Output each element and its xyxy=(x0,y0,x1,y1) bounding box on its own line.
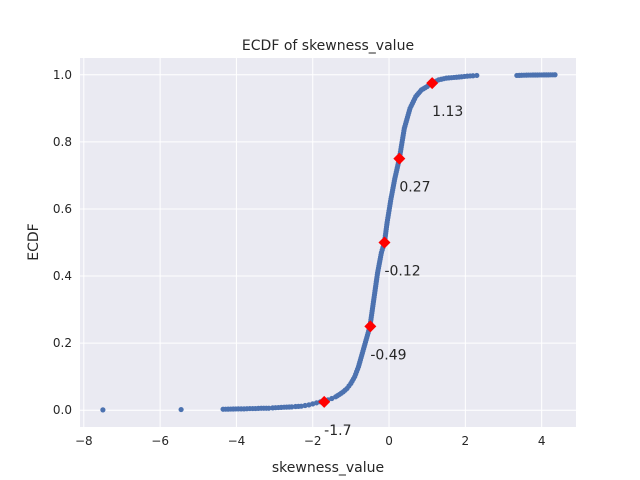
percentile-labels: -1.7 -0.49 -0.12 0.27 1.13 xyxy=(324,104,463,439)
y-tick-label: 0.4 xyxy=(53,269,72,283)
ecdf-point xyxy=(474,72,480,79)
chart-title: ECDF of skewness_value xyxy=(242,38,414,54)
x-tick-label: 2 xyxy=(462,434,470,448)
y-axis-label: ECDF xyxy=(26,223,42,260)
y-tick-label: 1.0 xyxy=(53,68,72,82)
percentile-label: -0.49 xyxy=(370,347,406,363)
x-axis-label: skewness_value xyxy=(272,460,384,476)
x-tick-label: −2 xyxy=(304,434,322,448)
x-tick-labels: −8 −6 −4 −2 0 2 4 xyxy=(75,434,546,448)
y-tick-label: 0.0 xyxy=(53,403,72,417)
percentile-label: -1.7 xyxy=(324,423,351,439)
percentile-marker xyxy=(426,77,439,90)
percentile-marker xyxy=(318,395,331,408)
x-tick-label: −8 xyxy=(75,434,93,448)
percentile-label: 1.13 xyxy=(432,104,463,120)
y-tick-labels: 0.0 0.2 0.4 0.6 0.8 1.0 xyxy=(53,68,72,417)
ecdf-point xyxy=(552,72,558,78)
percentile-label: 0.27 xyxy=(399,180,430,196)
percentile-markers xyxy=(318,77,439,408)
y-tick-label: 0.8 xyxy=(53,135,72,149)
percentile-marker xyxy=(364,320,377,333)
x-tick-label: 0 xyxy=(385,434,393,448)
percentile-label: -0.12 xyxy=(384,264,420,280)
x-tick-label: 4 xyxy=(538,434,546,448)
ecdf-point xyxy=(178,406,184,413)
x-tick-label: −4 xyxy=(228,434,246,448)
plot-area xyxy=(80,58,576,427)
y-tick-label: 0.6 xyxy=(53,202,72,216)
ecdf-point xyxy=(100,407,106,413)
percentile-marker xyxy=(393,152,406,165)
ecdf-point xyxy=(470,73,476,79)
ecdf-point xyxy=(266,405,272,411)
y-tick-label: 0.2 xyxy=(53,336,72,350)
ecdf-point xyxy=(289,404,295,410)
x-tick-label: −6 xyxy=(151,434,169,448)
percentile-marker xyxy=(378,236,391,249)
